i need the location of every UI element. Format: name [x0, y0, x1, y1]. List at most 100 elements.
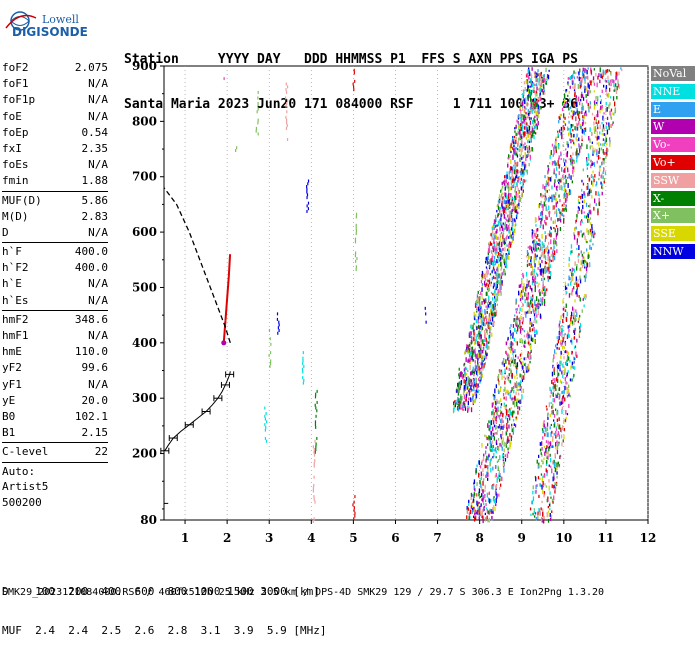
echo-band-fourth-hop	[616, 86, 618, 91]
echo-band-second-hop	[523, 161, 525, 166]
echo-band-second-hop	[542, 75, 544, 80]
echo-band-fourth-hop	[598, 171, 600, 177]
echo-band-second-hop	[474, 347, 476, 352]
echo-band-fourth-hop	[562, 319, 564, 324]
echo-band-second-hop	[488, 248, 491, 253]
echo-band-third-hop	[570, 159, 572, 163]
echo-band-fourth-hop	[552, 358, 554, 363]
echo-band-second-hop	[518, 195, 521, 199]
echo-band-fourth-hop	[583, 199, 586, 204]
echo-band-fourth-hop	[538, 463, 541, 469]
echo-band-third-hop	[531, 287, 533, 291]
echo-band-second-hop	[484, 332, 487, 338]
echo-band-fourth-hop	[605, 85, 608, 90]
noise-echo	[354, 495, 356, 499]
echo-band-second-hop	[529, 110, 531, 115]
echo-band-third-hop	[573, 159, 575, 164]
echo-band-second-hop	[501, 282, 503, 286]
echo-band-second-hop	[527, 85, 529, 89]
y-tick-label: 200	[132, 447, 157, 461]
echo-band-third-hop	[483, 505, 485, 508]
echo-band-second-hop	[458, 400, 460, 404]
echo-band-second-hop	[503, 240, 505, 244]
echo-band-second-hop	[530, 138, 532, 142]
echo-band-third-hop	[478, 472, 480, 478]
echo-band-second-hop	[537, 69, 539, 73]
echo-band-third-hop	[511, 414, 514, 418]
echo-band-second-hop	[484, 333, 486, 339]
echo-band-third-hop	[527, 256, 529, 260]
echo-band-second-hop	[492, 275, 495, 279]
echo-band-third-hop	[559, 114, 561, 118]
echo-band-third-hop	[530, 311, 532, 314]
echo-band-third-hop	[544, 186, 546, 190]
echo-band-second-hop	[510, 150, 512, 154]
echo-band-third-hop	[572, 110, 574, 114]
echo-band-third-hop	[533, 256, 535, 261]
echo-band-fourth-hop	[591, 180, 593, 185]
echo-band-fourth-hop	[572, 277, 574, 282]
echo-band-third-hop	[581, 135, 583, 140]
echo-band-fourth-hop	[560, 315, 562, 320]
echo-band-third-hop	[522, 361, 524, 366]
echo-band-fourth-hop	[574, 315, 577, 320]
echo-band-second-hop	[499, 253, 501, 257]
echo-band-second-hop	[540, 80, 543, 85]
echo-band-second-hop	[466, 348, 468, 352]
echo-band-second-hop	[470, 348, 473, 351]
echo-band-third-hop	[497, 425, 499, 429]
echo-band-second-hop	[474, 399, 476, 403]
echo-band-third-hop	[488, 425, 490, 428]
echo-band-second-hop	[455, 399, 457, 404]
echo-band-second-hop	[487, 323, 489, 326]
echo-band-second-hop	[477, 290, 479, 295]
echo-band-third-hop	[553, 146, 555, 151]
echo-band-fourth-hop	[549, 508, 551, 511]
echo-band-fourth-hop	[572, 275, 574, 279]
echo-band-third-hop	[496, 431, 498, 435]
echo-band-fourth-hop	[550, 432, 552, 437]
echo-band-fourth-hop	[601, 104, 603, 109]
echo-band-fourth-hop	[561, 434, 563, 439]
echo-band-third-hop	[585, 94, 587, 98]
echo-band-fourth-hop	[593, 126, 595, 131]
echo-band-third-hop	[518, 326, 521, 329]
echo-band-third-hop	[519, 328, 522, 334]
echo-band-third-hop	[515, 391, 517, 395]
noise-echo	[353, 85, 355, 89]
echo-band-second-hop	[484, 283, 486, 287]
echo-band-third-hop	[577, 153, 579, 158]
echo-band-second-hop	[473, 371, 476, 375]
echo-band-third-hop	[488, 517, 490, 523]
echo-band-second-hop	[487, 287, 490, 292]
header-row-labels: Station YYYY DAY DDD HHMMSS P1 FFS S AXN…	[124, 52, 578, 67]
echo-band-third-hop	[523, 286, 525, 290]
echo-band-third-hop	[528, 302, 530, 308]
echo-band-second-hop	[502, 199, 504, 204]
echo-band-fourth-hop	[602, 69, 604, 74]
param-value: N/A	[88, 77, 108, 91]
echo-band-third-hop	[547, 252, 549, 257]
echo-band-second-hop	[477, 319, 479, 324]
echo-band-third-hop	[493, 483, 495, 487]
echo-band-third-hop	[562, 125, 565, 129]
echo-band-third-hop	[503, 396, 505, 400]
echo-band-fourth-hop	[599, 95, 601, 98]
echo-band-fourth-hop	[611, 112, 613, 115]
echo-band-third-hop	[589, 80, 591, 84]
echo-band-second-hop	[516, 119, 518, 123]
echo-band-third-hop	[545, 222, 547, 226]
echo-band-fourth-hop	[593, 150, 595, 154]
echo-band-fourth-hop	[608, 82, 610, 85]
param-row: foF1 N/A	[2, 76, 108, 92]
echo-band-fourth-hop	[555, 430, 557, 435]
echo-band-third-hop	[506, 352, 508, 356]
x-tick-label: 5	[349, 531, 357, 545]
echo-band-second-hop	[529, 150, 531, 153]
echo-band-third-hop	[544, 289, 547, 294]
legend-entry: Vo+	[651, 154, 695, 170]
echo-band-third-hop	[489, 426, 491, 432]
echo-band-third-hop	[558, 194, 560, 198]
echo-band-second-hop	[512, 146, 514, 150]
echo-band-fourth-hop	[541, 484, 543, 490]
